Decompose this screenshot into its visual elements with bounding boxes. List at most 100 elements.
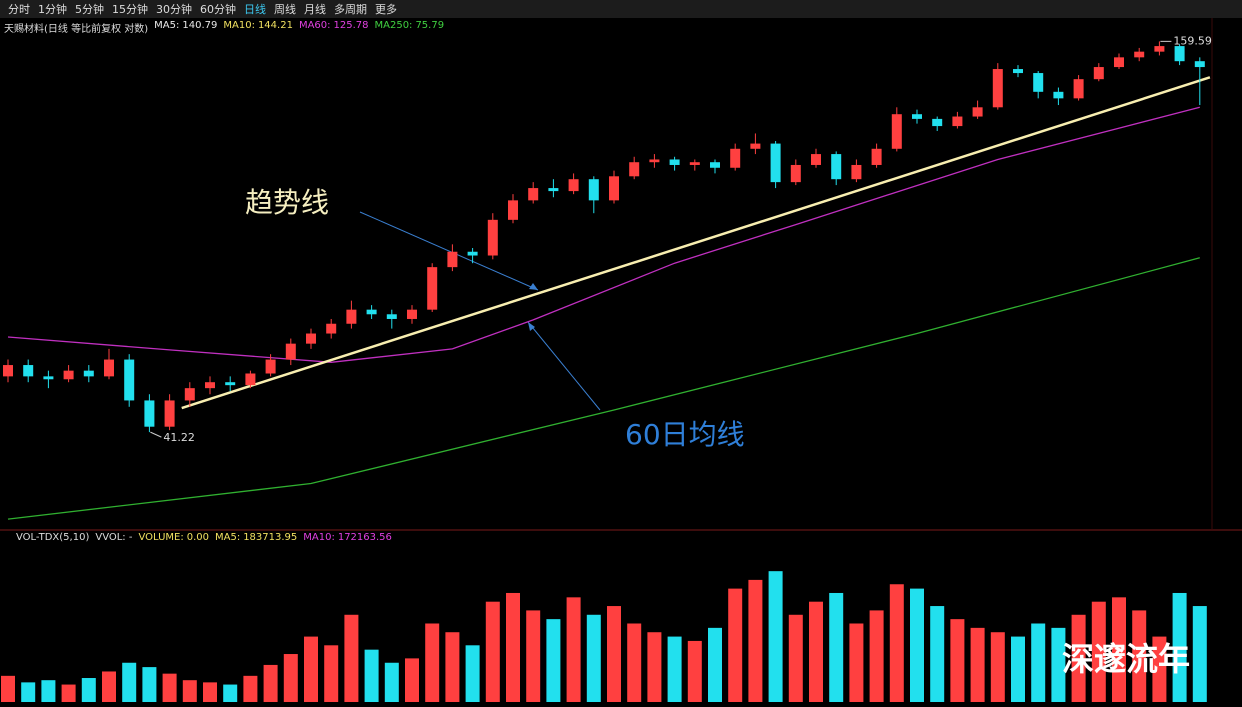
- candle-body: [891, 114, 902, 149]
- indicator-value: 172163.56: [337, 532, 392, 543]
- candle-body: [1134, 51, 1145, 58]
- volume-bar: [384, 662, 399, 702]
- toolbar-tab[interactable]: 5分钟: [75, 3, 104, 16]
- volume-bar: [667, 636, 682, 702]
- indicator-value: 183713.95: [243, 532, 298, 543]
- volume-bar: [1112, 597, 1126, 702]
- candle-body: [750, 143, 761, 149]
- candle-body: [427, 267, 438, 310]
- annotation: 60日均线: [625, 418, 745, 451]
- volume-bar: [607, 606, 621, 702]
- volume-bar: [1011, 636, 1025, 702]
- volume-bar: [1051, 627, 1066, 702]
- volume-bar: [990, 632, 1005, 702]
- indicator: MA10: 144.21: [223, 20, 293, 34]
- candle-body: [730, 148, 741, 168]
- toolbar-tab[interactable]: 15分钟: [112, 3, 148, 16]
- volume-bar: [41, 680, 56, 702]
- candle-body: [770, 143, 781, 183]
- indicator: MA5: 140.79: [154, 20, 217, 34]
- candle-body: [1194, 61, 1205, 68]
- candle-body: [811, 154, 821, 165]
- volume-bar: [102, 671, 116, 702]
- candle-body: [912, 114, 922, 119]
- candle-body: [972, 107, 983, 117]
- candle-body: [184, 388, 195, 401]
- candle-body: [205, 382, 215, 389]
- indicator-label: MA10:: [303, 532, 335, 543]
- candle-body: [1154, 46, 1165, 52]
- volume-bar: [1132, 610, 1147, 702]
- candle-body: [588, 179, 599, 201]
- volume-bar: [586, 614, 601, 702]
- candle-body: [3, 365, 13, 377]
- candle-body: [43, 376, 54, 380]
- candle-body: [629, 162, 640, 177]
- volume-bar: [243, 675, 258, 702]
- toolbar-tab[interactable]: 分时: [8, 3, 30, 16]
- toolbar-tab[interactable]: 周线: [274, 3, 296, 16]
- toolbar-tab[interactable]: 月线: [304, 3, 326, 16]
- volume-bar: [223, 684, 238, 702]
- volume-bar: [61, 684, 76, 702]
- candle-body: [487, 219, 498, 256]
- indicator-label: MA5:: [214, 532, 241, 543]
- toolbar-tab[interactable]: 1分钟: [38, 3, 67, 16]
- indicator-value: 0.00: [186, 532, 209, 543]
- volume-bar: [506, 592, 520, 702]
- volume-bar: [182, 680, 197, 702]
- candle-body: [689, 162, 700, 165]
- volume-bar: [203, 682, 217, 702]
- candle-body: [649, 159, 660, 163]
- indicator-label: VOLUME:: [138, 532, 184, 543]
- volume-bar: [344, 614, 359, 702]
- volume-bar: [889, 584, 904, 702]
- trend-line: [181, 76, 1211, 410]
- annotation-arrow: [359, 211, 539, 291]
- toolbar-tab[interactable]: 日线: [244, 3, 266, 16]
- volume-bar: [910, 588, 924, 702]
- candle-body: [568, 179, 579, 192]
- candle-body: [1174, 46, 1185, 62]
- candle-body: [831, 154, 842, 180]
- toolbar-tab[interactable]: 更多: [375, 3, 397, 16]
- candle-body: [23, 365, 34, 377]
- volume-header-item: VOL-TDX(5,10): [16, 532, 90, 543]
- candle-body: [609, 176, 619, 201]
- volume-header-item: VVOL: -: [95, 532, 133, 543]
- volume-bar: [869, 610, 884, 702]
- candle-body: [164, 400, 175, 427]
- watermark: 深邃流年: [1062, 640, 1190, 678]
- volume-bar: [728, 588, 743, 702]
- annotation: 趋势线: [245, 186, 329, 219]
- volume-bar: [950, 619, 965, 702]
- volume-bar: [526, 610, 541, 702]
- volume-bar: [788, 614, 803, 702]
- volume-header: VOL-TDX(5,10) VVOL: - VOLUME: 0.00 MA5: 18371…: [0, 532, 392, 546]
- toolbar-tab[interactable]: 60分钟: [200, 3, 236, 16]
- toolbar-tab[interactable]: 多周期: [334, 3, 367, 16]
- chart-title: 天赐材料(日线 等比前复权 对数): [4, 24, 149, 35]
- candle-body: [851, 164, 862, 180]
- candle-body: [285, 343, 296, 360]
- volume-bar: [546, 619, 561, 702]
- toolbar: 分时 1分钟 5分钟 15分钟 30分钟 60分钟 日线 周线 月线 多周期 更多: [0, 0, 1242, 18]
- ma-line: [7, 106, 1200, 363]
- candle-body: [326, 323, 337, 334]
- high-label: 159.59: [1173, 34, 1212, 47]
- volume-bar: [445, 632, 460, 702]
- volume-bar: [849, 623, 864, 702]
- indicator-label: MA60:: [298, 20, 331, 31]
- label-leader: [150, 431, 162, 438]
- volume-bar: [1172, 592, 1187, 702]
- indicator-value: 140.79: [182, 20, 218, 31]
- volume-bar: [1152, 636, 1167, 702]
- volume-bar: [1031, 623, 1046, 702]
- candle-body: [1073, 79, 1084, 99]
- toolbar-tab[interactable]: 30分钟: [156, 3, 192, 16]
- volume-bar: [1192, 606, 1207, 702]
- candle-body: [306, 333, 316, 344]
- indicator-value: 75.79: [415, 20, 445, 31]
